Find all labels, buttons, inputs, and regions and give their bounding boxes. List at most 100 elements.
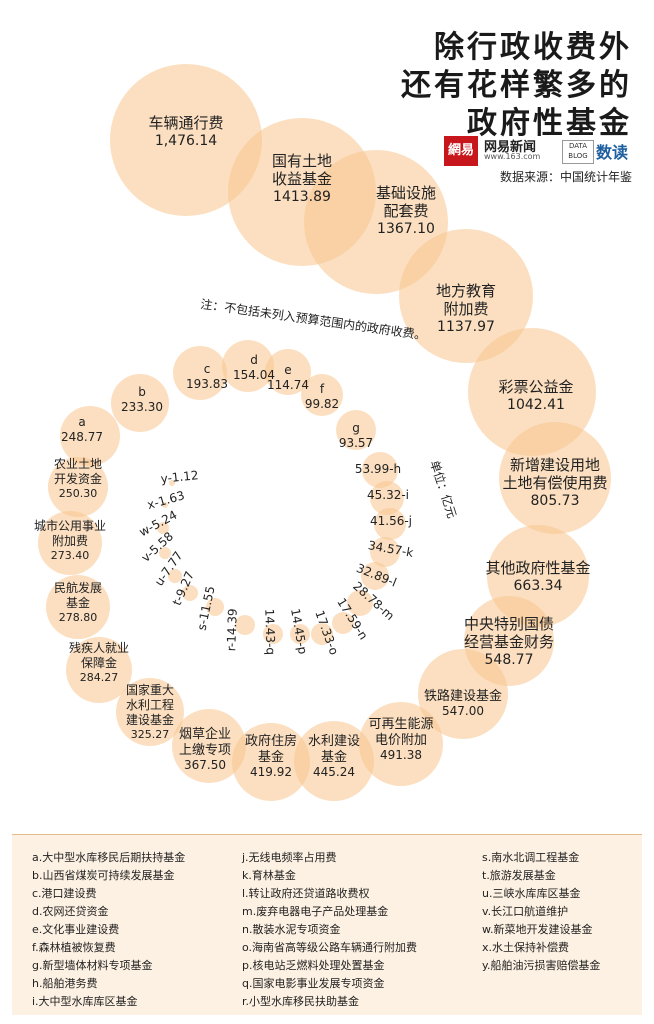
legend-panel: a.大中型水库移民后期扶持基金 b.山西省煤炭可持续发展基金 c.港口建设费 d.农网… bbox=[12, 834, 642, 1015]
bubble-label-14: 国家重大水利工程建设基金 325.27 bbox=[126, 682, 174, 741]
bubble-u bbox=[168, 569, 182, 583]
legend-item-e: e.文化事业建设费 bbox=[32, 923, 120, 936]
bubble-label-f: f 99.82 bbox=[305, 382, 339, 411]
bubble-label-9: 铁路建设基金 547.00 bbox=[424, 688, 502, 718]
bubble-label-4: 地方教育附加费 1137.97 bbox=[436, 282, 496, 335]
title-line-2: 还有花样繁多的 bbox=[401, 68, 632, 103]
bubble-6 bbox=[499, 422, 611, 534]
legend-item-q: q.国家电影事业发展专项资金 bbox=[242, 977, 385, 990]
datablog-name: 数读 bbox=[596, 143, 629, 162]
bubble-4 bbox=[399, 229, 533, 363]
legend-item-s: s.南水北调工程基金 bbox=[482, 851, 580, 864]
bubble-g bbox=[336, 410, 376, 450]
brand-name: 网易新闻 bbox=[484, 140, 537, 155]
bubble-label-13: 烟草企业上缴专项 367.50 bbox=[179, 726, 231, 772]
bubble-d bbox=[222, 340, 274, 392]
bubble-label-17: 城市公用事业附加费 273.40 bbox=[34, 518, 106, 562]
bubble-label-12: 政府住房基金 419.92 bbox=[245, 733, 297, 779]
bubble-label-5: 彩票公益金 1042.41 bbox=[498, 378, 573, 413]
brand-bar: 網易 网易新闻 www.163.com DATA BLOG 数读 bbox=[444, 136, 644, 166]
legend-item-o: o.海南省高等级公路车辆通行附加费 bbox=[242, 941, 418, 954]
bubble-label-1: 车辆通行费 1,476.14 bbox=[148, 114, 223, 149]
bubble-12 bbox=[232, 723, 310, 801]
bubble-17 bbox=[38, 511, 102, 575]
bubble-18 bbox=[48, 457, 108, 517]
bubble-t bbox=[182, 585, 198, 601]
bubble-label-d: d 154.04 bbox=[233, 353, 275, 382]
legend-item-t: t.旅游发展基金 bbox=[482, 869, 556, 882]
bubble-f bbox=[301, 374, 343, 416]
bubble-16 bbox=[46, 575, 110, 639]
legend-item-a: a.大中型水库移民后期扶持基金 bbox=[32, 851, 186, 864]
title-line-3: 政府性基金 bbox=[467, 106, 632, 141]
bubble-label-j: 41.56-j bbox=[370, 514, 412, 528]
bubble-p bbox=[290, 624, 310, 644]
bubble-v bbox=[159, 547, 171, 559]
bubble-14 bbox=[116, 678, 184, 746]
bubble-label-c: c 193.83 bbox=[186, 362, 228, 391]
bubble-a bbox=[60, 406, 120, 466]
brand-url: www.163.com bbox=[484, 152, 541, 161]
bubble-x bbox=[162, 502, 168, 508]
bubble-13 bbox=[172, 709, 246, 783]
chart-unit: 单位：亿元 bbox=[427, 458, 460, 520]
bubble-1 bbox=[110, 64, 262, 216]
bubble-15 bbox=[66, 637, 132, 703]
legend-item-k: k.育林基金 bbox=[242, 869, 296, 882]
legend-item-g: g.新型墙体材料专项基金 bbox=[32, 959, 153, 972]
legend-item-d: d.农网还贷资金 bbox=[32, 905, 109, 918]
bubble-label-11: 水利建设基金 445.24 bbox=[308, 734, 360, 779]
bubble-11 bbox=[294, 721, 374, 801]
bubble-label-18: 农业土地开发资金 250.30 bbox=[54, 457, 102, 500]
bubble-s bbox=[206, 598, 224, 616]
bubble-e bbox=[265, 349, 311, 395]
chart-note: 注：不包括未列入预算范围内的政府收费。 bbox=[200, 296, 428, 343]
bubble-label-a: a 248.77 bbox=[61, 415, 103, 444]
bubble-label-b: b 233.30 bbox=[121, 385, 163, 414]
legend-item-i: i.大中型水库库区基金 bbox=[32, 995, 138, 1008]
bubble-l bbox=[361, 562, 389, 590]
bubble-label-r: r-14.39 bbox=[224, 608, 239, 651]
title-line-1: 除行政收费外 bbox=[434, 30, 632, 65]
legend-item-b: b.山西省煤炭可持续发展基金 bbox=[32, 869, 175, 882]
bubble-label-y: y-1.12 bbox=[160, 468, 199, 486]
legend-item-n: n.散装水泥专项资金 bbox=[242, 923, 341, 936]
legend-item-c: c.港口建设费 bbox=[32, 887, 97, 900]
bubble-b bbox=[111, 374, 169, 432]
legend-item-y: y.船舶油污损害赔偿基金 bbox=[482, 959, 601, 972]
legend-item-p: p.核电站乏燃料处理处置基金 bbox=[242, 959, 385, 972]
bubble-label-w: w-5.24 bbox=[137, 508, 180, 540]
bubble-i bbox=[370, 481, 404, 515]
bubble-n bbox=[332, 612, 354, 634]
bubble-q bbox=[263, 624, 283, 644]
legend-item-v: v.长江口航道维护 bbox=[482, 905, 569, 918]
bubble-r bbox=[235, 615, 255, 635]
bubble-w bbox=[157, 522, 169, 534]
bubble-label-h: 53.99-h bbox=[355, 462, 401, 476]
bubble-j bbox=[374, 508, 406, 540]
legend-item-x: x.水土保持补偿费 bbox=[482, 941, 570, 954]
bubble-label-i: 45.32-i bbox=[367, 488, 409, 502]
legend-item-u: u.三峡水库库区基金 bbox=[482, 887, 581, 900]
legend-item-l: l.转让政府还贷道路收费权 bbox=[242, 887, 370, 900]
bubble-10 bbox=[359, 702, 443, 786]
legend-item-w: w.新菜地开发建设基金 bbox=[482, 923, 593, 936]
bubble-k bbox=[370, 537, 400, 567]
legend-item-m: m.废弃电器电子产品处理基金 bbox=[242, 905, 389, 918]
bubble-c bbox=[173, 346, 227, 400]
bubble-label-e: e 114.74 bbox=[267, 363, 309, 392]
legend-item-f: f.森林植被恢复费 bbox=[32, 941, 116, 954]
bubble-m bbox=[347, 590, 373, 616]
data-source: 数据来源：中国统计年鉴 bbox=[499, 170, 632, 184]
bubble-h bbox=[362, 452, 398, 488]
legend-item-r: r.小型水库移民扶助基金 bbox=[242, 995, 360, 1008]
bubble-label-10: 可再生能源电价附加 491.38 bbox=[368, 717, 433, 762]
bubble-label-15: 残疾人就业保障金 284.27 bbox=[69, 640, 129, 684]
netease-logo: 網易 bbox=[444, 136, 478, 166]
bubble-label-q: 14.43-q bbox=[262, 608, 278, 655]
bubble-label-g: g 93.57 bbox=[339, 421, 373, 450]
bubble-label-16: 民航发展基金 278.80 bbox=[54, 580, 102, 624]
datablog-badge: DATA BLOG bbox=[562, 140, 594, 164]
